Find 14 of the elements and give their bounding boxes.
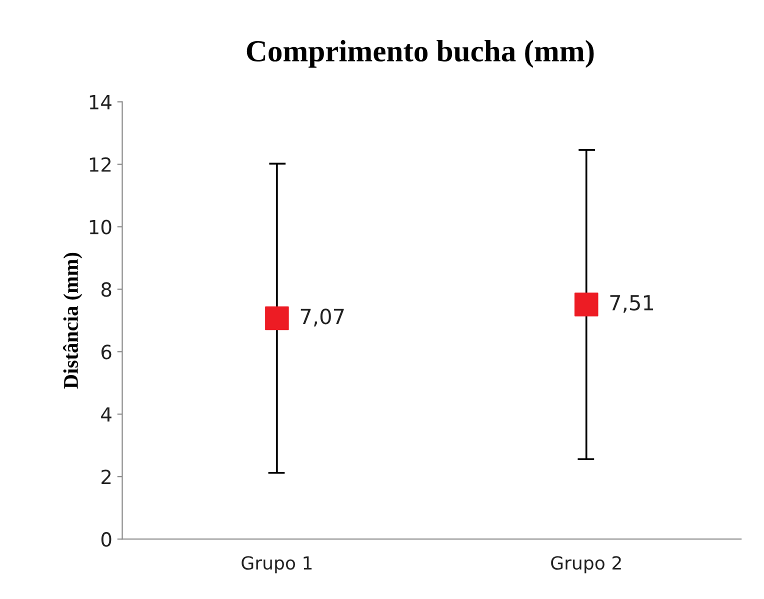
chart-title: Comprimento bucha (mm): [246, 40, 594, 68]
y-tick-label: 6: [102, 344, 112, 360]
data-label: 7,51: [610, 295, 654, 313]
y-axis-title: Distância (mm): [63, 252, 82, 389]
y-tick-label: 2: [102, 470, 111, 484]
y-tick-label: 0: [101, 532, 112, 547]
y-tick-label: 10: [90, 220, 112, 234]
y-tick-label: 12: [90, 157, 111, 172]
x-tick-label: Grupo 2: [551, 556, 621, 574]
y-tick-label: 4: [101, 407, 112, 422]
data-label: 7,07: [300, 308, 344, 326]
x-tick-label: Grupo 1: [242, 556, 312, 574]
y-tick-label: 8: [101, 282, 112, 297]
y-tick-label: 14: [90, 95, 112, 110]
